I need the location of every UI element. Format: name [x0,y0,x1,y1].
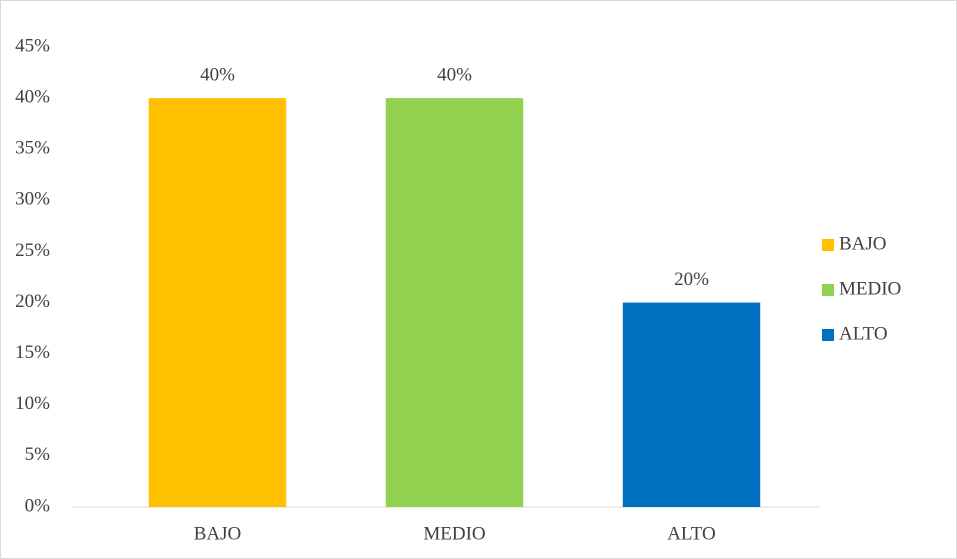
value-label: 40% [200,64,235,85]
legend-swatch [822,239,834,251]
y-tick-label: 40% [15,86,50,107]
y-tick-label: 45% [15,35,50,56]
y-tick-label: 30% [15,189,50,210]
legend-swatch [822,329,834,341]
legend-label: ALTO [839,323,888,344]
bar [148,98,287,507]
x-tick-label: MEDIO [423,523,485,544]
legend-label: BAJO [839,233,887,254]
bar [385,98,524,507]
legend-swatch [822,284,834,296]
y-tick-label: 0% [25,495,51,516]
x-tick-label: ALTO [667,523,716,544]
y-tick-label: 5% [25,444,51,465]
legend-label: MEDIO [839,278,901,299]
x-tick-label: BAJO [194,523,242,544]
y-tick-label: 35% [15,138,50,159]
value-label: 40% [437,64,472,85]
bar [622,302,761,507]
y-tick-label: 25% [15,240,50,261]
y-tick-label: 10% [15,393,50,414]
value-label: 20% [674,269,709,290]
y-tick-label: 20% [15,291,50,312]
y-tick-label: 15% [15,342,50,363]
